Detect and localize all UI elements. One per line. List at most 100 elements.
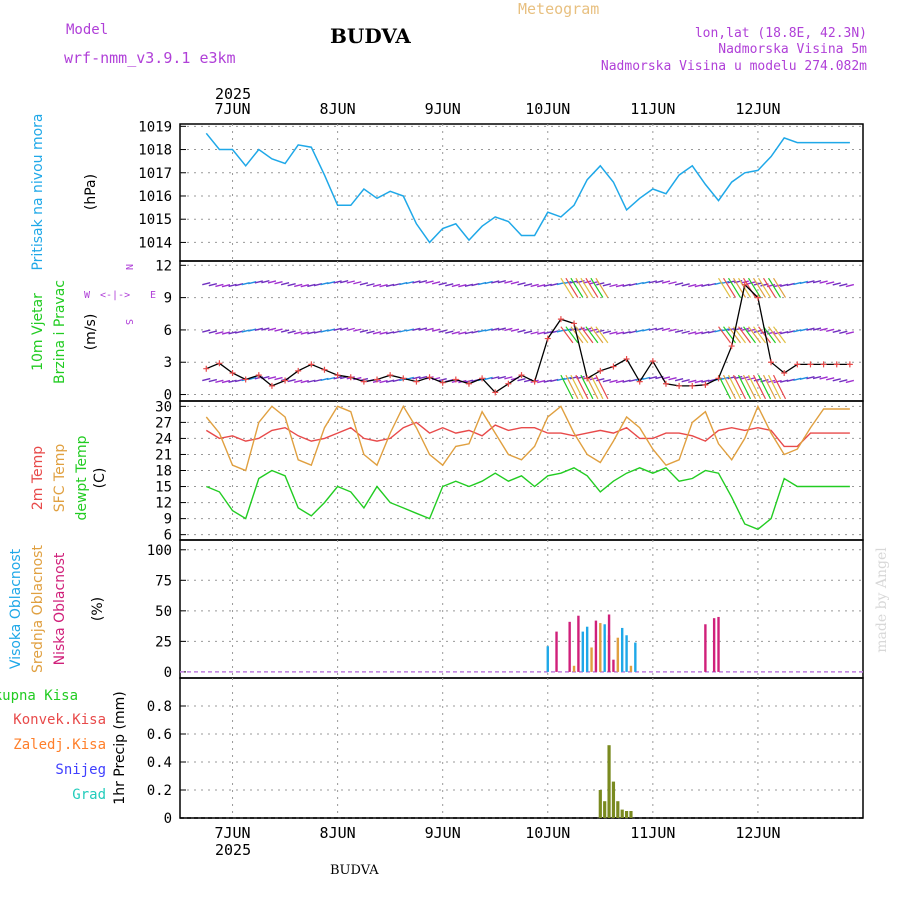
wind-barb (615, 284, 625, 288)
wind-barb (274, 376, 283, 381)
wind-barb (510, 328, 520, 332)
wind-speed-point (531, 378, 538, 385)
wind-speed-point (492, 389, 499, 396)
wind-barb (602, 283, 612, 287)
pressure-label: Pritisak na nivou mora (30, 113, 46, 270)
wind-barb (340, 280, 349, 284)
wind-barb (688, 283, 697, 288)
cloud-tick-label: 100 (147, 543, 172, 559)
wind-speed-point (452, 376, 459, 383)
wind-barb (353, 281, 362, 285)
wind-barb (655, 280, 664, 284)
wind-barb (596, 329, 605, 333)
wind-speed-point (308, 361, 315, 368)
wind-barb (523, 330, 533, 334)
precip-tick-label: 0.2 (147, 783, 172, 799)
wind-speed-point (571, 320, 578, 327)
cloud-high-bar (546, 646, 549, 672)
precip-total-bar (616, 801, 620, 818)
cloud-low-bar (577, 615, 580, 672)
cloud-low-bar (607, 614, 611, 672)
wind-speed-point (400, 375, 407, 382)
wind-gust-hatch (753, 326, 767, 344)
bottom-day-label: 11JUN (630, 824, 675, 842)
wind-barb (412, 280, 421, 284)
wind-barb (642, 280, 651, 285)
wind-speed-point (715, 375, 722, 382)
wind-barb (451, 331, 460, 335)
wind-barb (326, 280, 336, 285)
wind-barb (202, 377, 211, 382)
wind-barb (294, 283, 303, 288)
precip-tick-label: 0.6 (147, 727, 172, 743)
wind-gust-hatch (580, 277, 594, 298)
wind-speed-point (439, 379, 446, 386)
wind-speed-point (610, 363, 617, 370)
wind-speed-point (846, 361, 853, 368)
wind-barb (688, 379, 697, 384)
wind-barb (458, 284, 467, 288)
precip-panel-frame (179, 677, 864, 819)
wind-barb (740, 327, 749, 332)
precip-legend-hail: Grad (72, 787, 106, 803)
wind-barb (812, 280, 822, 284)
wind-barb (366, 283, 375, 287)
wind-barb (537, 379, 546, 384)
wind-barb (208, 330, 218, 334)
wind-speed-point (754, 294, 761, 301)
wind-barb (221, 379, 231, 384)
wind-barb (385, 283, 395, 288)
wind-barb (674, 329, 684, 333)
wind-barb (596, 282, 605, 286)
wind-speed-point (557, 316, 564, 323)
wind-barb (563, 328, 572, 332)
compass-e: E (150, 290, 156, 301)
wind-barb (425, 280, 434, 284)
wind-barb (228, 283, 237, 288)
wind-barb (661, 327, 671, 332)
wind-barb (845, 283, 855, 288)
wind-speed-point (768, 359, 775, 366)
wind-barb (720, 328, 730, 332)
model-label: Model (66, 22, 108, 38)
wind-speed-point (728, 343, 735, 350)
precip-legend-conv: Konvek.Kisa (13, 712, 106, 728)
wind-barb (701, 331, 710, 335)
wind-barb (648, 280, 658, 284)
wind-barb (674, 378, 684, 382)
wind-speed-point (820, 361, 827, 368)
wind-barb (274, 281, 283, 285)
wind-barb (839, 379, 848, 383)
temp-2m-line (205, 421, 850, 448)
wind-barb (497, 375, 506, 380)
wind-barb (615, 331, 625, 335)
cloud-panel-frame (179, 539, 864, 679)
temp-tick-label: 24 (155, 431, 172, 447)
wind-speed-point (255, 372, 262, 379)
wind-barb (280, 329, 290, 333)
cloud-low-bar (568, 621, 571, 672)
wind-barb (780, 379, 789, 383)
wind-gust-hatch (590, 326, 604, 344)
wind-gust-hatch (732, 374, 747, 400)
top-day-label: 9JUN (425, 100, 461, 118)
precip-total-bar (620, 809, 624, 818)
wind-barb (379, 331, 388, 335)
wind-barb (261, 280, 270, 284)
wind-gust-hatch (747, 374, 762, 400)
wind-tick-label: 9 (164, 291, 172, 307)
temp-tick-label: 30 (155, 399, 172, 415)
wind-barb (385, 331, 395, 335)
wind-barb (248, 280, 257, 285)
wind-barb (661, 280, 671, 284)
cloud-mid-bar (572, 665, 576, 672)
wind-gust-hatch (768, 277, 782, 298)
wind-barb (602, 379, 612, 383)
wind-gust-hatch (590, 374, 604, 400)
cloud-tick-label: 0 (164, 665, 172, 681)
wind-speed-point (465, 380, 472, 387)
wind-barb (418, 280, 428, 284)
bottom-day-label: 10JUN (525, 824, 570, 842)
wind-barb (615, 379, 625, 384)
